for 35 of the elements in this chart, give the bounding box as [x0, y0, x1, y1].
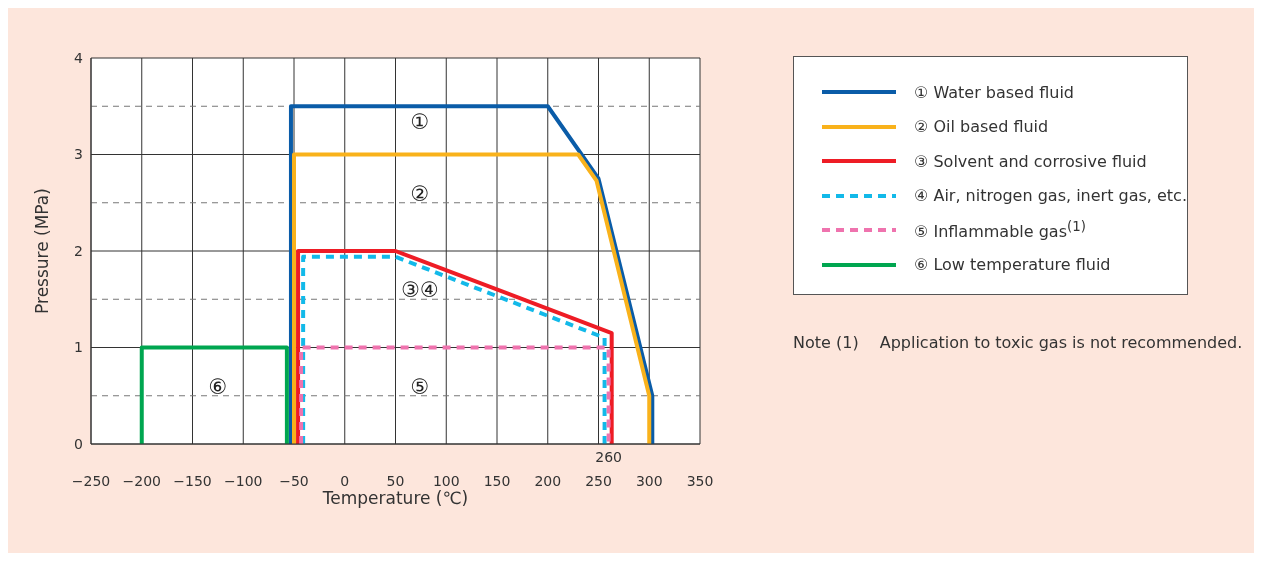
- x-tick-label: 100: [432, 473, 460, 489]
- x-tick-label: −50: [279, 473, 309, 489]
- y-tick-label: 3: [74, 146, 83, 163]
- x-tick-label: 300: [635, 473, 663, 489]
- x-tick-label: 150: [483, 473, 511, 489]
- annotation: ③④: [400, 277, 440, 303]
- y-tick-label: 0: [74, 435, 83, 452]
- legend-label: ⑤ Inflammable gas$^{(1)}$: [914, 219, 1086, 242]
- y-tick-label: 2: [74, 242, 83, 259]
- y-tick-label: 4: [74, 49, 84, 66]
- y-axis-title: Pressure (MPa): [32, 188, 53, 314]
- legend-label: ② Oil based fluid: [914, 117, 1049, 137]
- annotation: ⑥: [207, 374, 229, 400]
- line-series: [288, 104, 655, 444]
- x-tick-label: −250: [71, 473, 111, 489]
- legend-label: ③ Solvent and corrosive fluid: [914, 151, 1147, 171]
- annotation: ②: [409, 181, 431, 207]
- x-tick-label: −100: [224, 473, 263, 489]
- x-axis-title: Temperature (℃): [321, 488, 469, 508]
- x-tick-label: −150: [173, 473, 212, 489]
- legend-label: ④ Air, nitrogen gas, inert gas, etc.: [914, 186, 1187, 206]
- x-tick-label: −200: [122, 473, 161, 489]
- x-tick-label: 250: [585, 473, 612, 489]
- x-tick-label: 350: [686, 473, 714, 489]
- x-tick-label: 200: [534, 473, 562, 489]
- annotation: ①: [409, 109, 431, 135]
- legend-label: ① Water based fluid: [914, 82, 1075, 102]
- text: Note (1) Application to toxic gas is not recommended.: [793, 333, 1243, 352]
- x-tick-label: 50: [386, 473, 405, 489]
- annotation: 260: [595, 449, 623, 465]
- annotation: ⑤: [409, 374, 431, 400]
- line-series: [292, 152, 652, 444]
- x-tick-label: 0: [340, 473, 350, 489]
- legend-label: ⑥ Low temperature fluid: [914, 255, 1111, 275]
- y-tick-label: 1: [74, 339, 83, 356]
